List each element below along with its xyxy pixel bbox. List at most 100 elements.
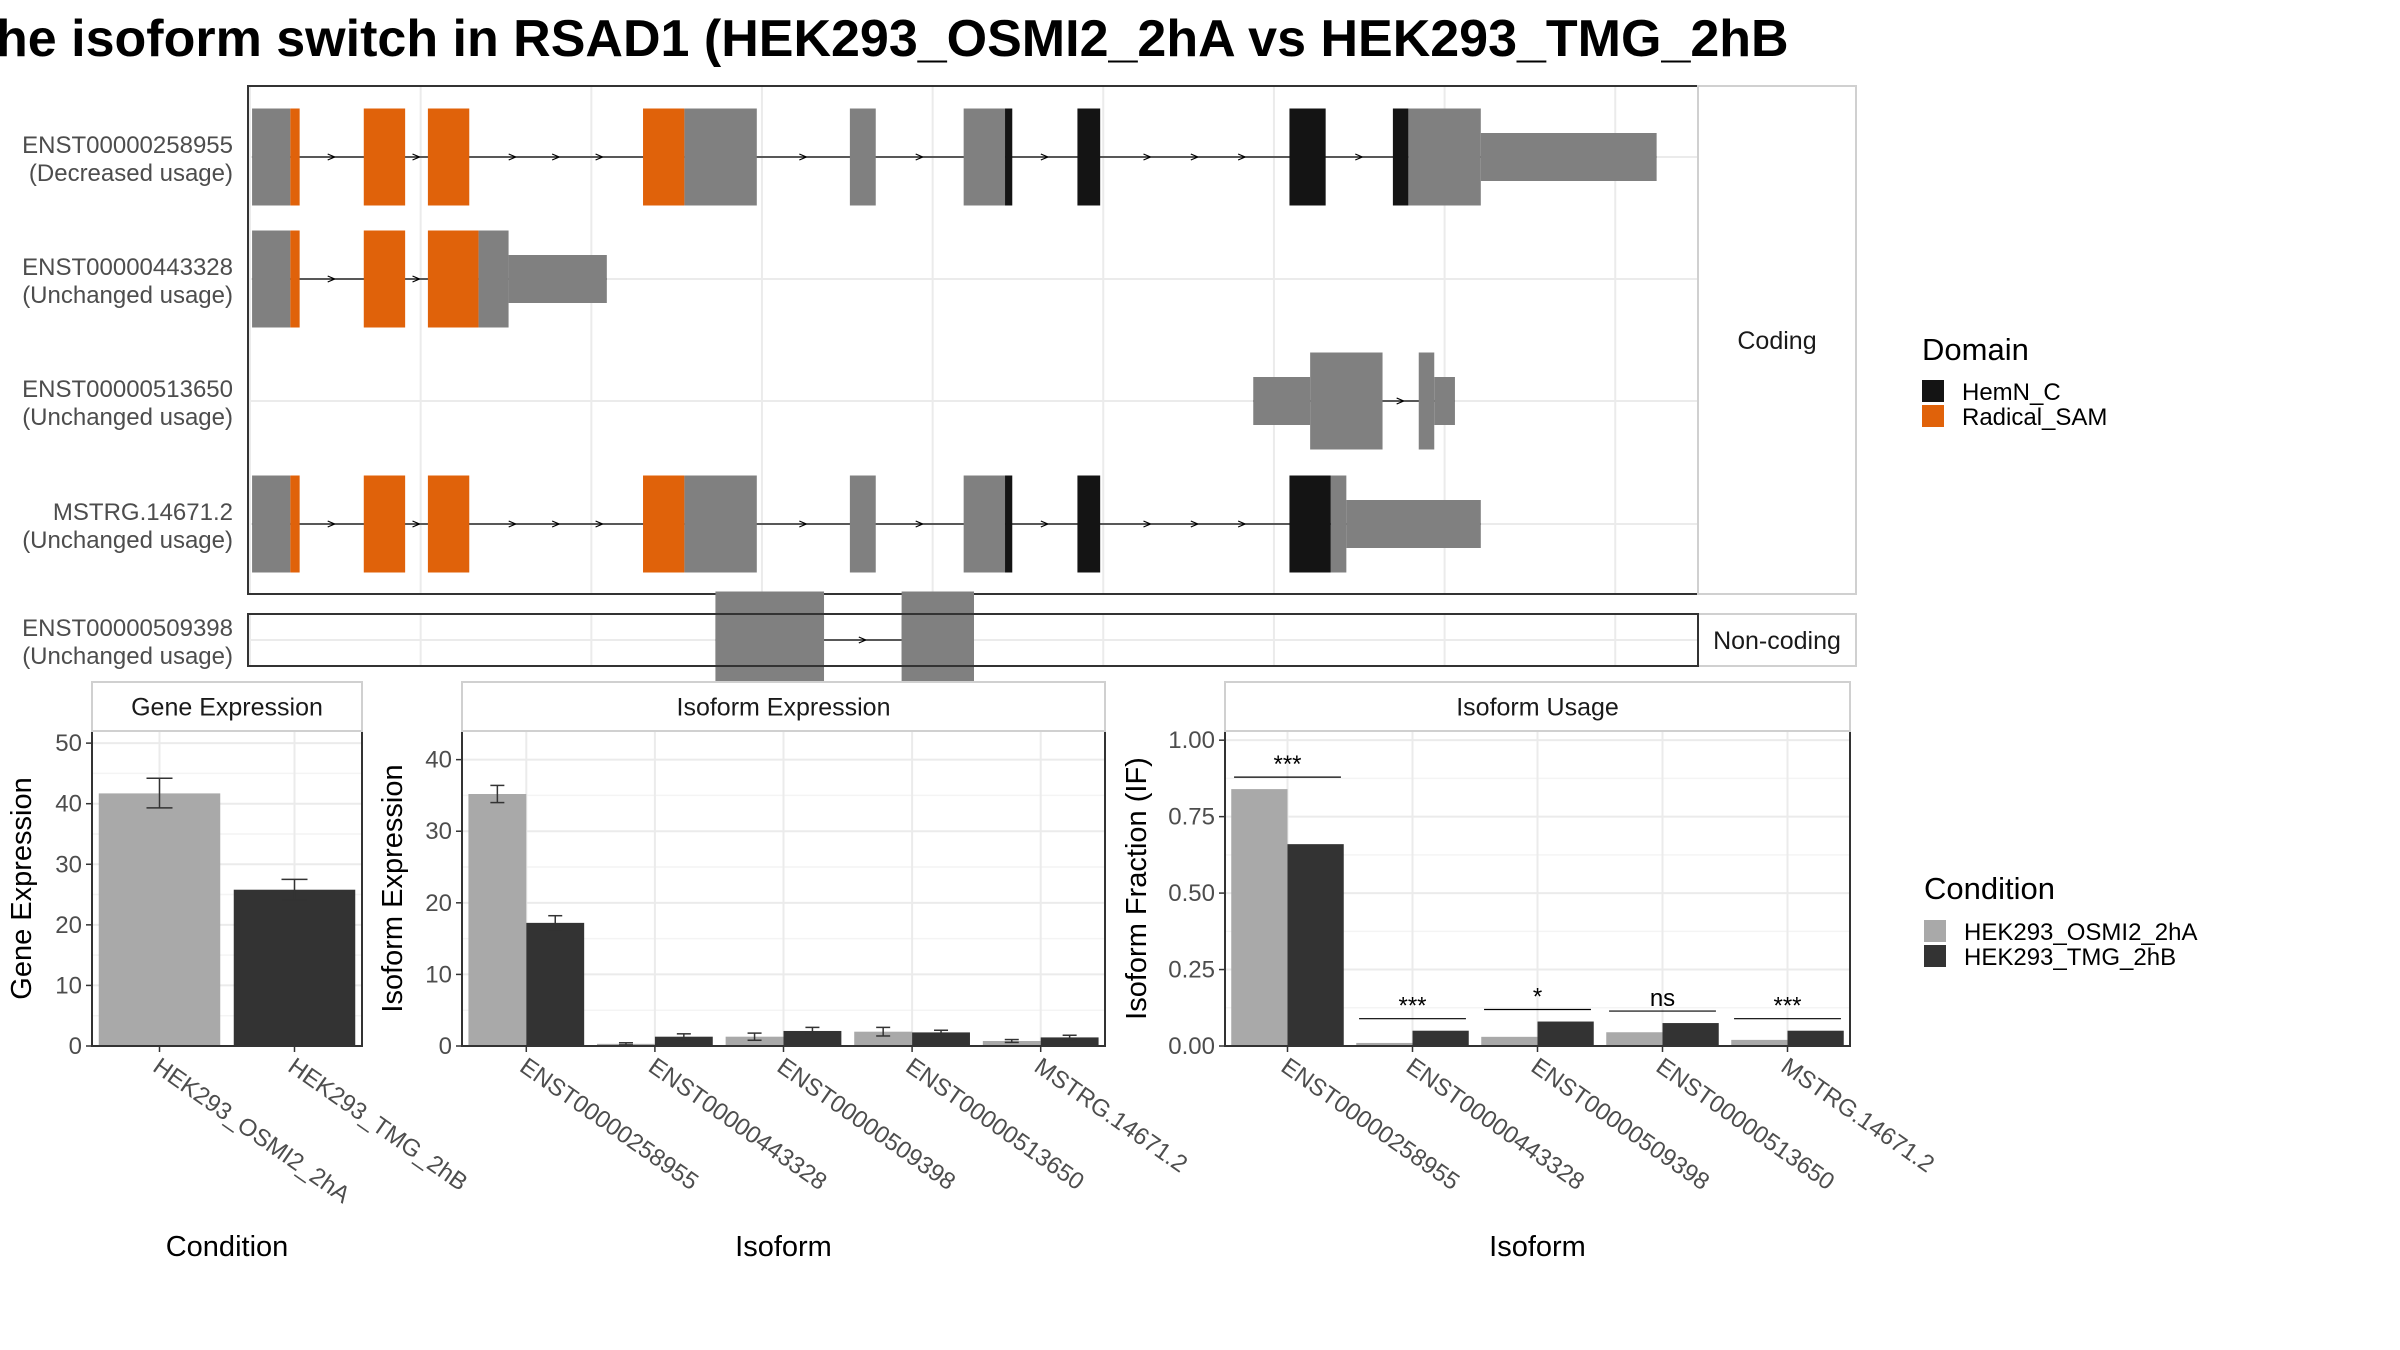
intron-arrow (915, 153, 925, 161)
intron-arrow (799, 520, 808, 528)
exon-block (252, 108, 291, 206)
facet-strip (91, 681, 363, 732)
transcript-id-label: MSTRG.14671.2 (53, 499, 233, 526)
radical-sam-domain-block (643, 108, 685, 206)
y-tick-label: 0.25 (1168, 957, 1215, 984)
exon-block (684, 475, 757, 573)
significance-label: *** (1273, 751, 1301, 778)
hemn-c-domain-block (1392, 108, 1409, 206)
intron-arrow (327, 275, 337, 283)
facet-strip (461, 681, 1106, 732)
bar (1731, 1039, 1788, 1046)
intron-arrow (1396, 397, 1406, 405)
intron-arrow (1143, 153, 1153, 161)
facet-strip-label: Non-coding (1713, 627, 1841, 655)
isoform-expression-panel: 010203040ENST00000258955ENST00000443328E… (377, 681, 1192, 1263)
condition-legend-swatch (1924, 945, 1946, 967)
x-axis-title: Condition (166, 1231, 289, 1263)
intron-arrow (412, 153, 422, 161)
radical-sam-domain-block (363, 108, 406, 206)
bar (1287, 844, 1344, 1046)
bar (1356, 1042, 1413, 1046)
exon-block (849, 475, 876, 573)
condition-legend-label: HEK293_TMG_2hB (1964, 944, 2176, 971)
utr-block (1480, 133, 1657, 181)
facet-strip (1697, 85, 1857, 595)
y-tick-label: 20 (55, 912, 82, 939)
intron-arrow (799, 153, 808, 161)
intron-arrow (327, 520, 337, 528)
intron-arrow (327, 153, 337, 161)
intron-arrow (915, 520, 925, 528)
condition-legend-swatch (1924, 920, 1946, 942)
exon-block (252, 230, 291, 328)
y-tick-label: 0.00 (1168, 1033, 1215, 1060)
intron-arrow (551, 520, 561, 528)
hemn-c-domain-block (1005, 108, 1013, 206)
bar (854, 1031, 913, 1046)
facet-strip-label: Isoform Expression (677, 694, 891, 722)
transcript-usage-label: (Unchanged usage) (22, 282, 233, 309)
significance-label: * (1533, 984, 1542, 1011)
significance-label: ns (1650, 985, 1675, 1012)
y-tick-label: 0.50 (1168, 880, 1215, 907)
exon-block (963, 475, 1006, 573)
domain-legend-title: Domain (1922, 332, 2029, 367)
bar (233, 889, 356, 1046)
bar (468, 794, 527, 1046)
transcript-structure-panel: ENST00000258955(Decreased usage) ENST0000… (22, 85, 1857, 689)
facet-strip-label: Gene Expression (131, 694, 323, 722)
hemn-c-domain-block (1289, 108, 1326, 206)
significance-label: *** (1398, 993, 1426, 1020)
radical-sam-domain-block (290, 475, 300, 573)
intron-arrow (1237, 520, 1247, 528)
exon-block (901, 616, 974, 664)
intron-arrow (1237, 153, 1247, 161)
x-axis-title: Isoform (1489, 1231, 1586, 1263)
y-tick-label: 30 (425, 818, 452, 845)
transcript-id-label: ENST00000513650 (22, 376, 233, 403)
y-tick-label: 1.00 (1168, 727, 1215, 754)
condition-legend-title: Condition (1924, 871, 2055, 906)
hemn-c-domain-block (1005, 475, 1013, 573)
utr-block (1346, 500, 1481, 548)
y-tick-label: 0 (439, 1033, 452, 1060)
facet-strip (1224, 681, 1851, 732)
transcript-usage-label: (Unchanged usage) (22, 404, 233, 431)
bar (1787, 1030, 1844, 1046)
exon-block (963, 108, 1006, 206)
radical-sam-domain-block (427, 108, 470, 206)
hemn-c-domain-block (1289, 475, 1331, 573)
significance-label: *** (1773, 993, 1801, 1020)
exon-block (1408, 108, 1481, 206)
exon-block (849, 108, 876, 206)
y-tick-label: 30 (55, 851, 82, 878)
bar (982, 1040, 1041, 1046)
condition-legend-label: HEK293_OSMI2_2hA (1964, 919, 2197, 946)
y-tick-label: 10 (425, 961, 452, 988)
facet-strip (1697, 613, 1857, 667)
radical-sam-domain-block (427, 230, 479, 328)
intron-arrow (1143, 520, 1153, 528)
bar (526, 922, 585, 1046)
transcript-usage-label: (Unchanged usage) (22, 527, 233, 554)
radical-sam-domain-block (363, 230, 406, 328)
radical-sam-domain-block (290, 108, 300, 206)
radical-sam-domain-block (290, 230, 300, 328)
hemn-c-domain-block (1077, 108, 1101, 206)
domain-legend-label: HemN_C (1962, 379, 2061, 406)
intron-arrow (1190, 520, 1200, 528)
bar (1662, 1023, 1719, 1046)
bar (1537, 1021, 1594, 1046)
y-axis-title: Gene Expression (6, 777, 38, 999)
bar (1040, 1037, 1099, 1046)
y-tick-label: 0 (69, 1033, 82, 1060)
y-tick-label: 40 (55, 791, 82, 818)
y-tick-label: 40 (425, 747, 452, 774)
y-axis-title: Isoform Fraction (IF) (1121, 757, 1153, 1020)
exon-block (1310, 352, 1383, 450)
y-axis-title: Isoform Expression (377, 764, 409, 1012)
intron-arrow (1190, 153, 1200, 161)
